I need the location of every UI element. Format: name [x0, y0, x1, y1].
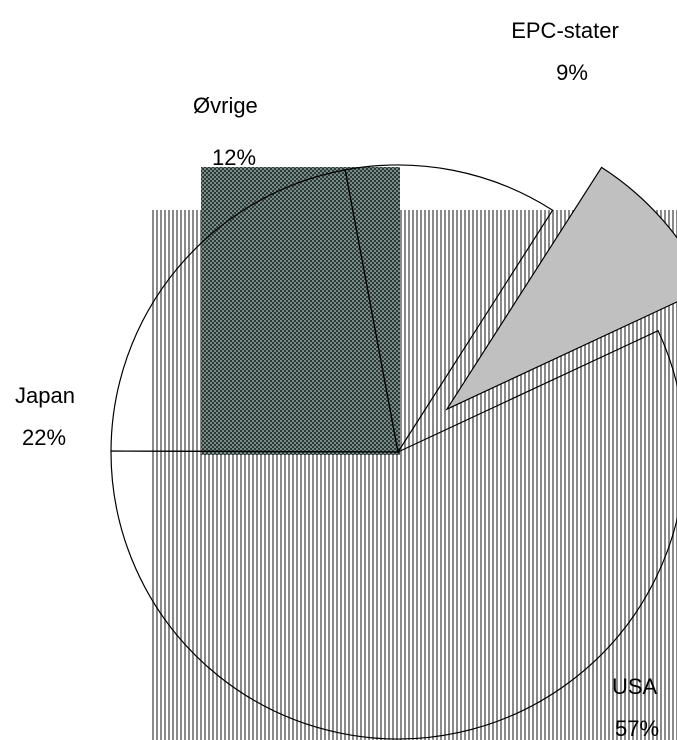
slice-usa [110, 329, 677, 740]
label-epc-name: EPC-stater [511, 18, 619, 43]
slice-epc [445, 166, 677, 411]
label-usa-pct: 57% [615, 716, 659, 740]
label-ovrige-name: Øvrige [193, 93, 258, 118]
ovrige-fill-backdrop [201, 167, 400, 455]
label-usa-name: USA [612, 674, 658, 699]
label-japan-pct: 22% [22, 425, 66, 450]
label-ovrige-pct: 12% [212, 145, 256, 170]
label-japan-name: Japan [15, 383, 75, 408]
label-epc-pct: 9% [556, 60, 588, 85]
slice-ovrige [344, 164, 554, 454]
slice-japan [110, 169, 399, 453]
